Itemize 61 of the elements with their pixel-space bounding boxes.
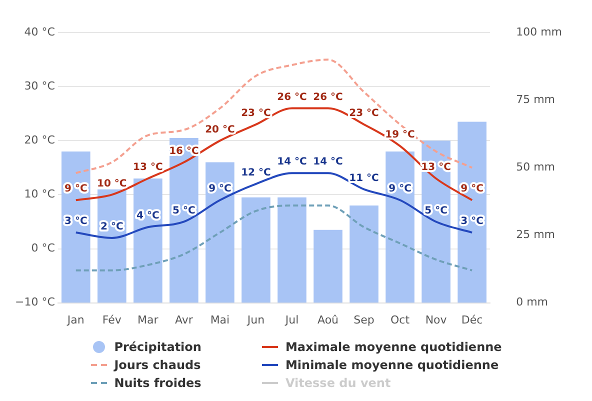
data-label: 14 °C xyxy=(277,156,307,168)
x-tick-label: Jul xyxy=(284,313,299,326)
x-tick-label: Fév xyxy=(102,313,122,326)
x-tick-label: Déc xyxy=(461,313,483,326)
data-label: 3 °C xyxy=(64,216,88,228)
line-series xyxy=(74,58,474,174)
bar xyxy=(350,206,378,303)
legend-label: Minimale moyenne quotidienne xyxy=(285,358,499,372)
data-label: 16 °C xyxy=(169,146,199,157)
bar xyxy=(242,197,270,303)
y-tick-label: 20 °C xyxy=(24,134,56,147)
x-tick-label: Aoû xyxy=(317,313,339,326)
bar xyxy=(314,230,342,303)
data-label: 9 °C xyxy=(64,184,88,195)
data-label: 26 °C xyxy=(277,92,307,103)
line-series xyxy=(74,107,474,202)
x-tick-label: Sep xyxy=(354,313,374,326)
x-tick-label: Mar xyxy=(138,313,159,326)
data-label: 19 °C xyxy=(385,130,415,141)
bar xyxy=(206,162,234,303)
line-series xyxy=(74,204,474,272)
bar xyxy=(278,197,306,303)
y2-tick-label: 0 mm xyxy=(516,296,548,309)
data-label: 3 °C xyxy=(460,216,484,228)
y-tick-label: 10 °C xyxy=(24,188,56,201)
data-label: 23 °C xyxy=(349,108,379,120)
x-tick-label: Oct xyxy=(390,313,410,326)
x-tick-label: Jun xyxy=(246,313,265,326)
data-label: 5 °C xyxy=(172,205,196,216)
bar xyxy=(386,151,414,303)
x-tick-label: Nov xyxy=(425,313,448,326)
data-label: 11 °C xyxy=(349,172,379,184)
y-tick-label: −10 °C xyxy=(14,296,56,309)
data-label: 9 °C xyxy=(388,184,412,195)
data-label: 12 °C xyxy=(241,168,271,179)
y2-tick-label: 100 mm xyxy=(516,25,562,38)
data-label: 20 °C xyxy=(205,124,235,136)
bar xyxy=(134,178,162,303)
legend-label: Maximale moyenne quotidienne xyxy=(285,340,502,354)
y2-tick-label: 50 mm xyxy=(516,160,556,174)
legend-label: Jours chauds xyxy=(114,358,201,372)
data-label: 10 °C xyxy=(97,178,127,190)
x-tick-label: Jan xyxy=(66,313,84,326)
y-tick-label: 0 °C xyxy=(31,242,56,255)
y2-tick-label: 25 mm xyxy=(516,228,556,242)
data-label: 13 °C xyxy=(133,162,163,174)
data-label: 14 °C xyxy=(313,156,343,168)
data-label: 2 °C xyxy=(100,222,124,233)
data-label: 23 °C xyxy=(241,108,271,120)
y2-tick-label: 75 mm xyxy=(516,93,556,106)
data-label: 4 °C xyxy=(136,210,160,222)
data-label: 9 °C xyxy=(460,184,484,195)
data-label: 9 °C xyxy=(208,184,232,195)
data-label: 26 °C xyxy=(313,92,343,103)
y-tick-label: 40 °C xyxy=(24,25,56,38)
data-label: 5 °C xyxy=(424,205,448,216)
legend-label: Précipitation xyxy=(114,340,202,354)
legend-label: Nuits froides xyxy=(114,376,202,390)
y-tick-label: 30 °C xyxy=(24,80,56,92)
x-tick-label: Mai xyxy=(210,313,230,326)
x-tick-label: Avr xyxy=(174,313,194,326)
